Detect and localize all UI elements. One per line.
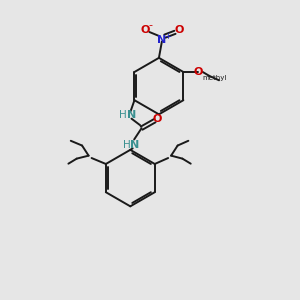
Text: O: O [174,25,184,35]
Text: N: N [130,140,140,149]
Text: H: H [119,110,126,120]
Text: +: + [164,32,171,41]
Text: H: H [123,140,130,149]
Text: -: - [148,20,153,30]
Text: methyl: methyl [202,75,226,81]
Text: N: N [157,35,167,45]
Text: O: O [141,25,150,34]
Text: O: O [194,67,203,77]
Text: O: O [153,114,162,124]
Text: N: N [127,110,136,120]
